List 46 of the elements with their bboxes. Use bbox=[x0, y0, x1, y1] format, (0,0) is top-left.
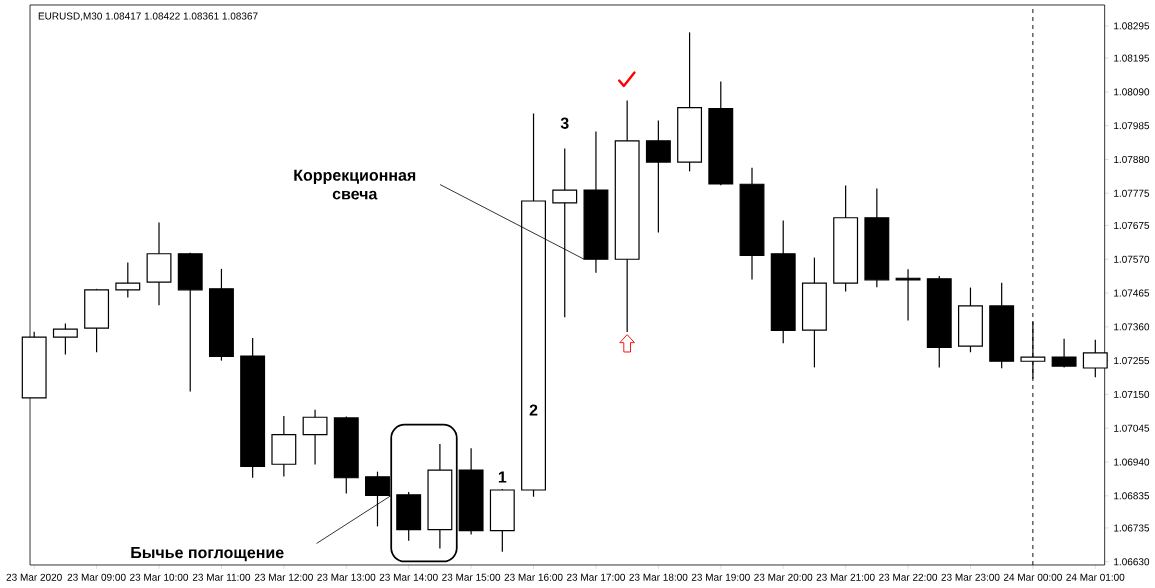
candlestick bbox=[52, 323, 78, 356]
x-tick-label: 23 Mar 17:00 bbox=[566, 573, 625, 581]
x-tick-label: 23 Mar 10:00 bbox=[130, 573, 189, 581]
y-tick-label: 1.06940 bbox=[1114, 458, 1150, 466]
x-tick-label: 23 Mar 15:00 bbox=[442, 573, 501, 581]
y-tick-label: 1.08090 bbox=[1114, 88, 1150, 96]
annotation: Бычье поглощение bbox=[131, 547, 284, 562]
y-tick-label: 1.07045 bbox=[1114, 424, 1150, 432]
x-tick-label: 23 Mar 12:00 bbox=[254, 573, 313, 581]
y-tick-label: 1.06630 bbox=[1114, 558, 1150, 566]
x-tick-label: 23 Mar 09:00 bbox=[67, 573, 126, 581]
candlestick bbox=[302, 409, 328, 466]
y-tick-label: 1.07465 bbox=[1114, 289, 1150, 297]
x-tick-label: 24 Mar 01:00 bbox=[1066, 573, 1125, 581]
x-tick-label: 23 Mar 18:00 bbox=[629, 573, 688, 581]
x-tick-label: 23 Mar 2020 bbox=[6, 573, 62, 581]
candlestick bbox=[645, 119, 671, 234]
annotation: 3 bbox=[560, 117, 569, 129]
x-tick-label: 23 Mar 16:00 bbox=[504, 573, 563, 581]
x-tick-label: 24 Mar 00:00 bbox=[1003, 573, 1062, 581]
annotation: 1 bbox=[498, 471, 507, 483]
y-tick-label: 1.07880 bbox=[1114, 155, 1150, 164]
x-tick-label: 23 Mar 20:00 bbox=[754, 573, 813, 581]
y-tick-label: 1.07570 bbox=[1114, 255, 1150, 263]
y-tick-label: 1.08195 bbox=[1114, 54, 1150, 62]
y-tick-label: 1.07675 bbox=[1114, 221, 1150, 229]
x-tick-label: 23 Mar 11:00 bbox=[192, 573, 251, 581]
y-tick-label: 1.08295 bbox=[1114, 22, 1150, 30]
x-tick-label: 23 Mar 13:00 bbox=[317, 573, 376, 581]
y-tick-label: 1.07360 bbox=[1114, 323, 1150, 331]
x-tick-label: 23 Mar 14:00 bbox=[379, 573, 438, 581]
y-tick-label: 1.07985 bbox=[1114, 122, 1150, 130]
x-tick-label: 23 Mar 19:00 bbox=[691, 573, 750, 581]
y-tick-label: 1.07255 bbox=[1114, 357, 1150, 365]
x-tick-label: 23 Mar 21:00 bbox=[816, 573, 875, 581]
x-tick-label: 23 Mar 22:00 bbox=[879, 573, 938, 581]
y-tick-label: 1.07150 bbox=[1114, 390, 1150, 398]
candlestick bbox=[115, 261, 141, 299]
y-tick-label: 1.06835 bbox=[1114, 492, 1150, 500]
y-tick-label: 1.06735 bbox=[1114, 524, 1150, 532]
x-tick-label: 23 Mar 23:00 bbox=[941, 573, 1000, 581]
text: EURUSD,M30 1.08417 1.08422 1.08361 1.08367 bbox=[38, 12, 258, 21]
y-tick-label: 1.07775 bbox=[1114, 189, 1150, 197]
candlestick bbox=[1051, 338, 1077, 368]
annotation: Коррекционная свеча bbox=[294, 169, 416, 200]
annotation: 2 bbox=[529, 404, 538, 416]
